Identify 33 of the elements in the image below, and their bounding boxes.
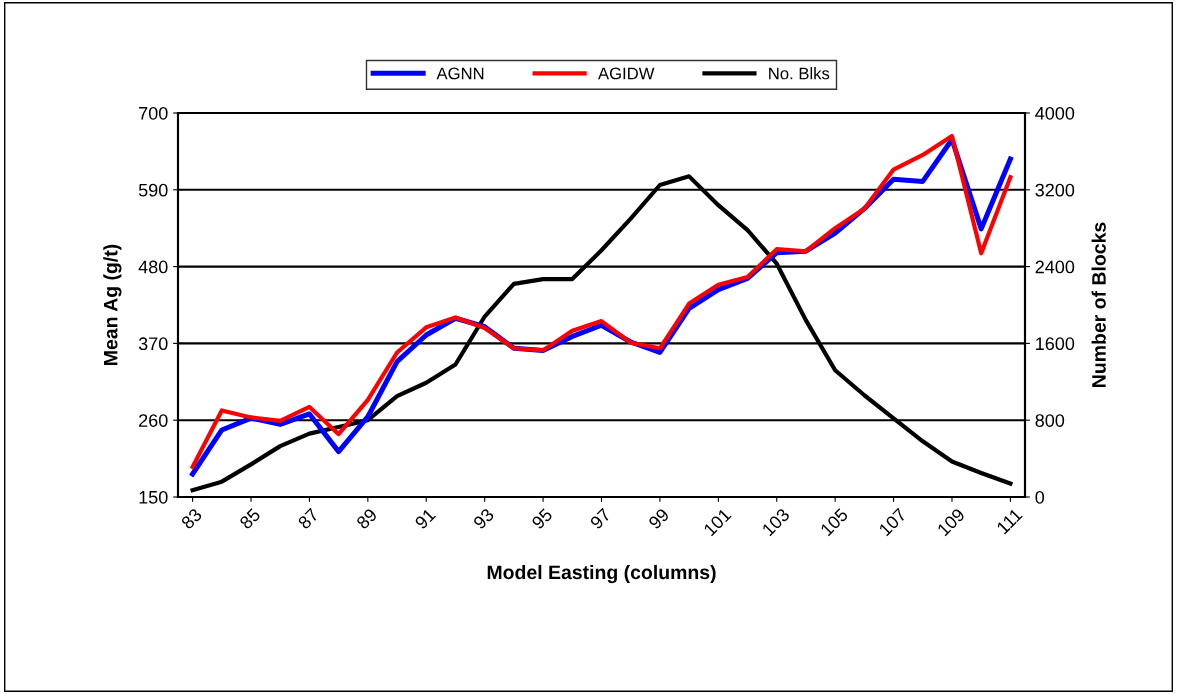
y-tick-label: 370 <box>138 337 168 351</box>
y-tick-label: 700 <box>139 106 168 120</box>
x-tick-label: 83 <box>180 507 203 530</box>
x-tick-label: 103 <box>761 507 791 537</box>
y-tick-label: 260 <box>139 414 168 427</box>
x-tick-label: 101 <box>703 507 732 537</box>
x-tick-label: 95 <box>530 507 554 530</box>
y2-tick-label: 4000 <box>1035 106 1075 120</box>
y2-tick-label: 2400 <box>1035 260 1075 274</box>
y-tick-label: 590 <box>138 183 168 197</box>
x-tick-label: 85 <box>238 507 262 530</box>
x-axis-title: Model Easting (columns) <box>487 564 716 584</box>
x-tick-label: 93 <box>472 507 495 530</box>
legend-label: No. Blks <box>769 67 830 80</box>
x-tick-label: 99 <box>647 507 670 530</box>
legend-label: AGIDW <box>598 67 655 80</box>
y-tick-label: 150 <box>139 490 168 504</box>
y2-tick-label: 3200 <box>1035 183 1075 197</box>
x-tick-label: 107 <box>878 507 908 537</box>
x-tick-label: 89 <box>355 507 378 530</box>
x-tick-label: 87 <box>297 507 320 530</box>
x-tick-label: 91 <box>414 507 437 530</box>
y-axis-title: Mean Ag (g/t) <box>103 244 122 365</box>
y2-tick-label: 800 <box>1035 414 1065 427</box>
x-tick-label: 97 <box>589 507 612 530</box>
x-tick-label: 105 <box>819 507 849 537</box>
x-tick-label: 111 <box>996 507 1023 535</box>
y-tick-label: 480 <box>138 260 168 274</box>
x-tick-label: 109 <box>936 507 966 537</box>
y2-tick-label: 0 <box>1035 490 1045 504</box>
legend-label: AGNN <box>436 67 484 80</box>
y2-tick-label: 1600 <box>1036 337 1075 351</box>
y2-axis-title: Number of Blocks <box>1091 222 1106 387</box>
